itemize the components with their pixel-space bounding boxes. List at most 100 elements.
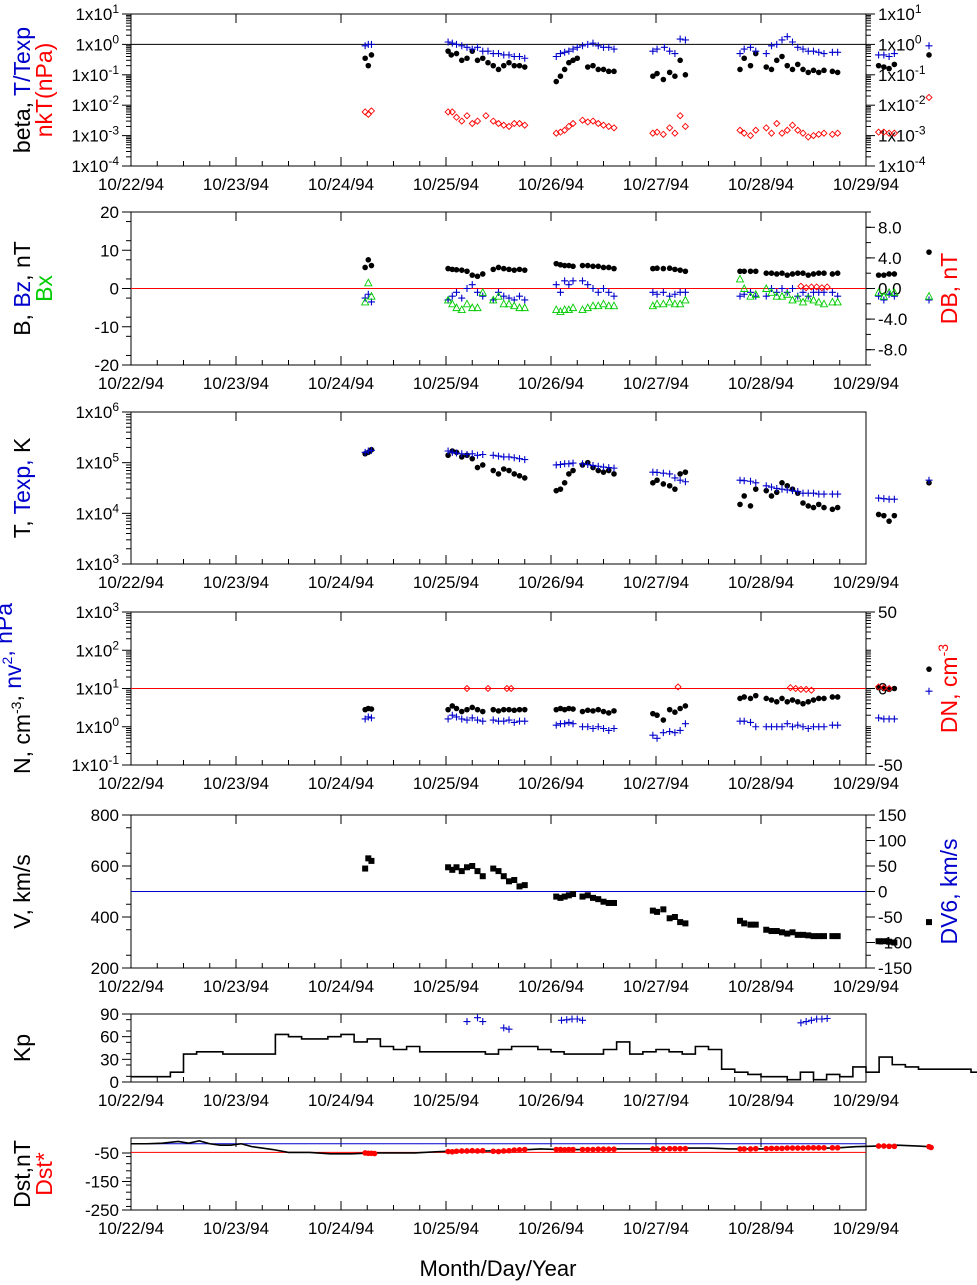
dst-ylabel: Dst,nT: [9, 1140, 35, 1208]
beta-point: [589, 117, 597, 125]
beta-point: [794, 126, 802, 134]
density-point: [799, 723, 807, 731]
temperature-point: [763, 487, 770, 494]
velocity-right-label: DV6, km/s: [936, 838, 962, 944]
beta-point: [885, 129, 893, 137]
temperature-point: [650, 480, 656, 486]
temperature-point: [468, 450, 476, 458]
beta-point: [458, 117, 466, 125]
x-tick-label: 10/24/94: [308, 374, 374, 393]
beta-point: [890, 129, 898, 137]
density-point: [779, 695, 785, 702]
beta-point: [490, 62, 497, 69]
beta-point: [453, 50, 460, 57]
x-tick-label: 10/25/94: [413, 774, 479, 793]
velocity-point: [453, 864, 460, 871]
bfield-point: [660, 265, 667, 272]
velocity-point: [747, 921, 754, 928]
density-point: [605, 710, 612, 716]
temperature-point: [794, 487, 802, 495]
dst-ytick-label: -250: [85, 1201, 119, 1220]
bfield-point: [604, 301, 614, 310]
beta-point: [552, 52, 560, 60]
bfield-ytick-label: -20: [94, 356, 119, 375]
beta-point: [834, 69, 841, 76]
velocity-point: [829, 933, 836, 940]
density-point: [821, 695, 827, 702]
temperature-point: [448, 448, 456, 456]
beta-point: [789, 38, 796, 46]
temperature-point: [671, 474, 679, 482]
bfield-point: [807, 283, 816, 291]
temperature-point: [762, 482, 770, 490]
beta-point: [458, 42, 466, 50]
dst-point: [570, 1146, 576, 1153]
temperature-point: [676, 476, 684, 484]
bfield-point: [773, 271, 780, 277]
x-tick-label: 10/23/94: [203, 573, 269, 592]
density-point: [773, 698, 780, 705]
bfield-point: [609, 301, 619, 310]
temperature-point: [605, 464, 613, 472]
temperature-point: [474, 464, 481, 471]
bfield-point: [884, 287, 894, 296]
beta-point: [783, 33, 791, 41]
temperature-ytick-label: 1x105: [75, 451, 119, 473]
dst-point: [479, 1147, 486, 1154]
velocity-point: [671, 914, 678, 920]
bfield-point: [583, 303, 593, 312]
velocity-point: [521, 882, 528, 889]
x-tick-label: 10/29/94: [833, 1091, 899, 1110]
bfield-point: [464, 268, 470, 275]
density-point: [600, 708, 607, 715]
velocity-point: [815, 933, 822, 940]
bfield-point: [874, 287, 883, 296]
velocity-point: [600, 898, 607, 905]
bfield-point: [890, 292, 898, 300]
bfield-point: [794, 270, 801, 277]
beta-point: [653, 128, 661, 136]
beta-point: [444, 38, 452, 46]
beta-point: [484, 47, 492, 55]
beta-point: [553, 78, 560, 85]
velocity-point: [794, 931, 801, 938]
temperature-point: [516, 473, 523, 479]
beta-point: [767, 129, 776, 137]
density-point: [797, 685, 805, 693]
density-point: [500, 717, 508, 725]
density-point: [500, 706, 507, 713]
density-point: [880, 684, 888, 692]
velocity-point: [362, 865, 369, 872]
dst-point: [875, 1143, 882, 1149]
bfield-point: [821, 270, 827, 277]
velocity-point: [469, 863, 476, 869]
density-point: [682, 703, 689, 709]
density-point: [829, 694, 836, 700]
beta-point: [794, 61, 801, 68]
density-series-1: [361, 687, 933, 742]
bfield-point: [649, 288, 657, 296]
beta-point: [773, 57, 780, 64]
velocity-point: [579, 1016, 586, 1024]
x-tick-label: 10/29/94: [833, 573, 899, 592]
temperature-point: [516, 455, 523, 463]
density-point: [516, 706, 523, 713]
kp-ytick-label: 90: [100, 1005, 119, 1024]
bfield-point: [479, 292, 487, 300]
x-tick-label: 10/27/94: [623, 573, 689, 592]
velocity-point: [368, 857, 375, 864]
density-ytick-label: 1x101: [75, 677, 119, 699]
dst-point: [834, 1144, 841, 1151]
temperature-point: [890, 495, 898, 503]
temperature-point: [741, 493, 747, 499]
temperature-point: [565, 460, 573, 468]
x-tick-label: 10/24/94: [308, 175, 374, 194]
velocity-point: [810, 933, 817, 940]
bfield-point: [579, 262, 586, 269]
beta-point: [463, 112, 471, 120]
bfield-point: [504, 299, 514, 308]
bfield-point: [672, 266, 678, 273]
bfield-point: [516, 266, 523, 273]
velocity-point: [741, 920, 748, 927]
